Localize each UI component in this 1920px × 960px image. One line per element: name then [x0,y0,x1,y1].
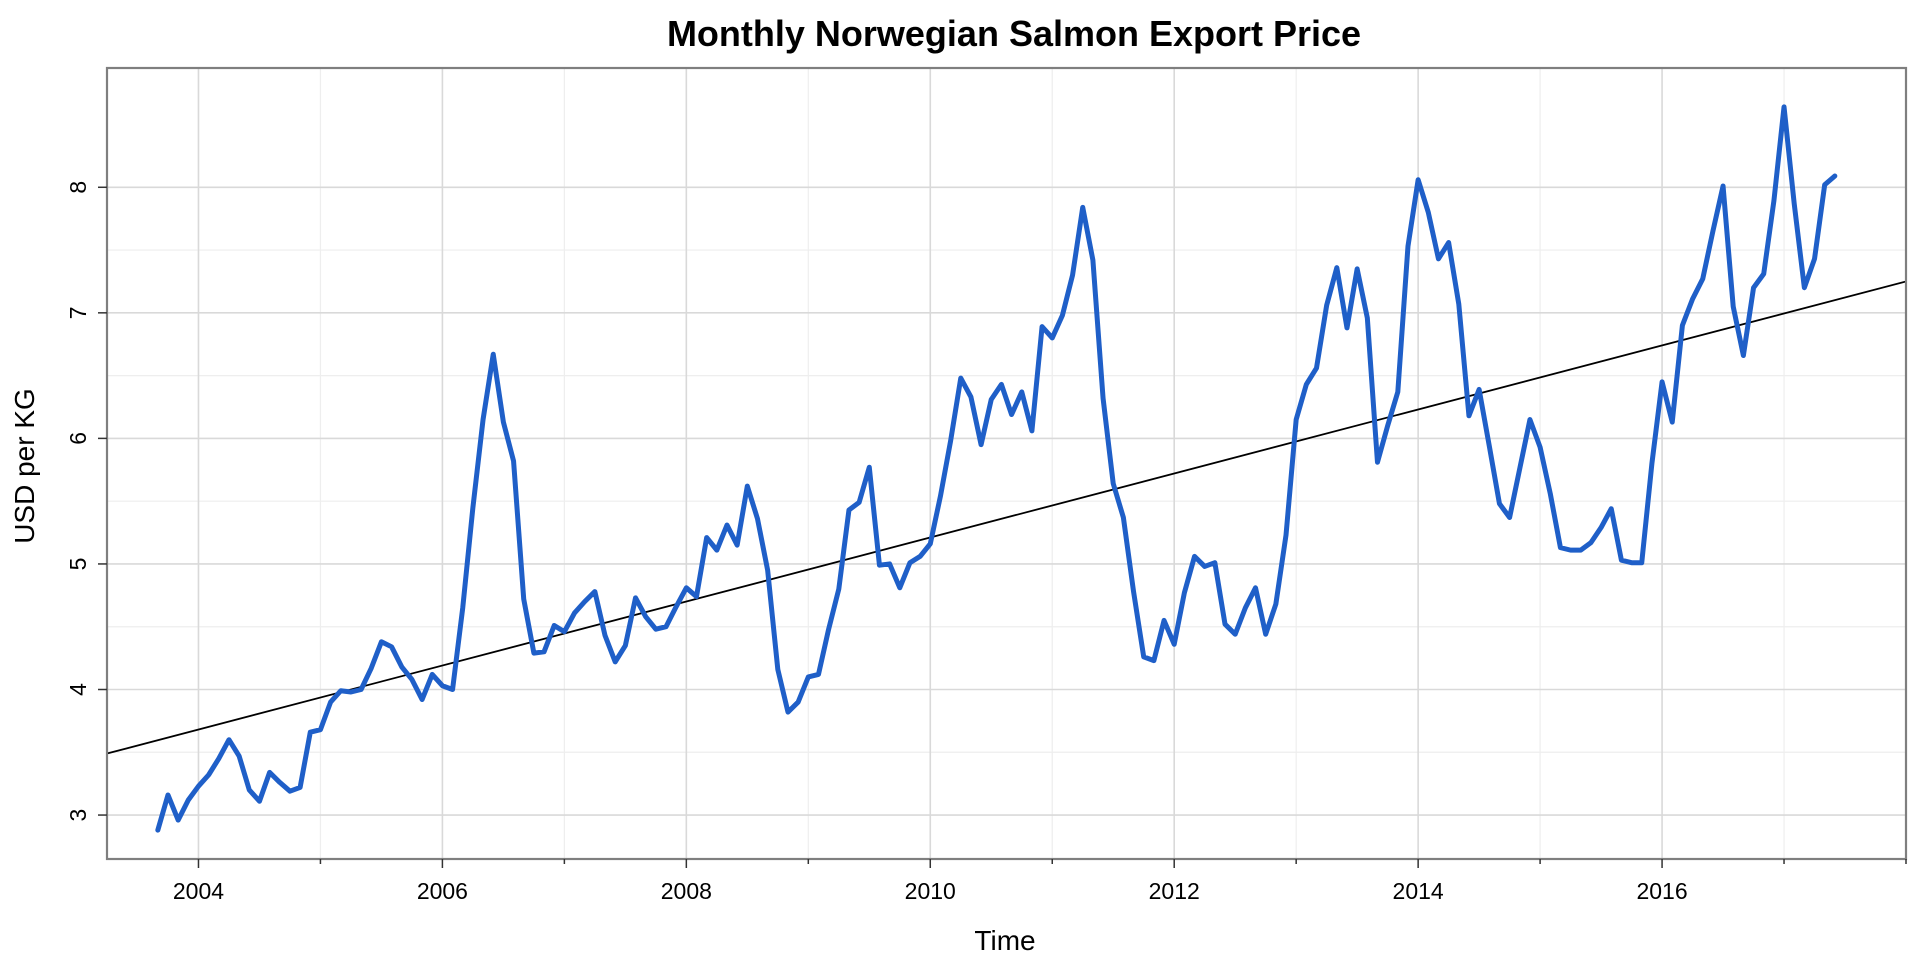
y-tick-label: 7 [65,306,91,319]
y-tick-label: 5 [65,558,91,571]
grid [107,68,1907,859]
x-tick-label: 2010 [905,878,956,904]
y-tick-label: 3 [65,809,91,822]
x-tick-label: 2008 [661,878,712,904]
plot-frame [105,66,1908,861]
x-tick-label: 2012 [1149,878,1200,904]
x-tick-label: 2004 [173,878,224,904]
chart-title: Monthly Norwegian Salmon Export Price [667,13,1361,54]
trend-line-group [106,280,1907,755]
x-tick-label: 2014 [1393,878,1444,904]
y-tick-label: 6 [65,432,91,445]
x-tick-label: 2016 [1636,878,1687,904]
plot-border [105,66,1908,861]
x-tick-label: 2006 [417,878,468,904]
series-line-group [155,104,1838,833]
trend-line [106,280,1907,755]
y-tick-label: 8 [65,181,91,194]
y-axis: 3 4 5 6 7 8 [65,181,107,822]
x-axis: 2004 2006 2008 2010 2012 2014 2016 [173,859,1907,904]
price-series-line [155,104,1838,833]
x-axis-title: Time [974,925,1035,956]
y-tick-label: 4 [65,683,91,696]
y-axis-title: USD per KG [9,388,40,544]
